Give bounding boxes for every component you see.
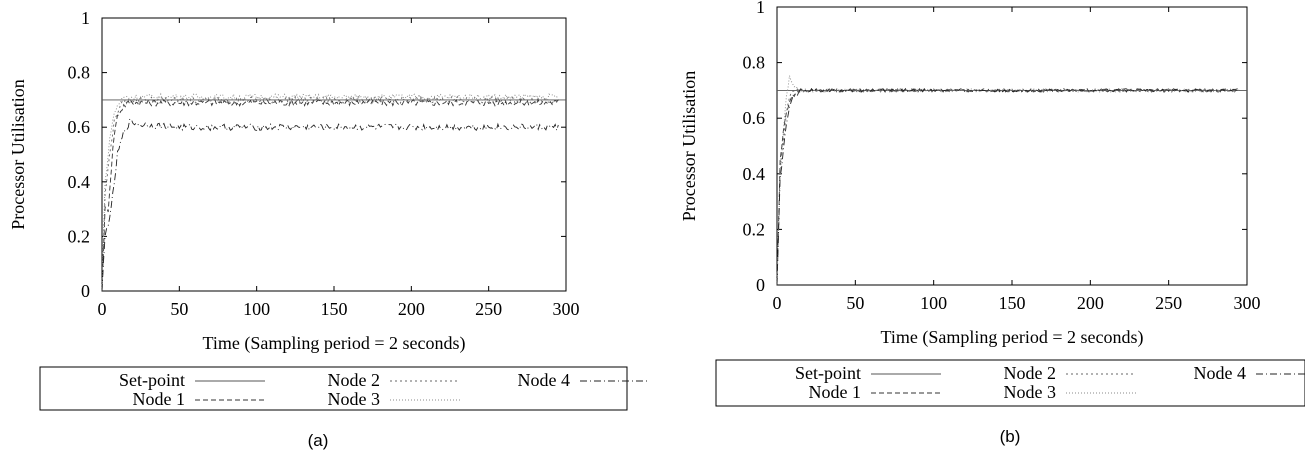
- x-tick-label: 200: [1077, 293, 1104, 313]
- legend-label: Node 1: [133, 389, 186, 409]
- legend-label: Node 4: [1194, 363, 1247, 383]
- chart-panel-a: 0 0.2 0.4 0.6 0.8 1 0 50 100 150 200 250 300 Time (Sa…: [8, 8, 580, 354]
- y-tick-label: 0.8: [743, 53, 766, 73]
- y-tick-label: 0.8: [68, 63, 91, 83]
- y-tick-label: 0.2: [743, 219, 766, 239]
- x-tick-label: 150: [999, 293, 1026, 313]
- y-tick-label: 0.4: [68, 172, 91, 192]
- legend-label: Node 2: [1004, 363, 1057, 383]
- y-axis-label: Processor Utilisation: [679, 71, 699, 222]
- x-tick-label: 250: [1155, 293, 1182, 313]
- x-axis-label: Time (Sampling period = 2 seconds): [203, 333, 466, 354]
- x-tick-label: 300: [1234, 293, 1261, 313]
- y-tick-label: 1: [756, 0, 765, 17]
- legend-label: Node 1: [809, 382, 862, 402]
- plot-frame: [776, 6, 1248, 286]
- series-line-node-4: [776, 87, 1240, 286]
- y-tick-label: 0.6: [743, 108, 766, 128]
- x-axis-label: Time (Sampling period = 2 seconds): [881, 327, 1144, 348]
- x-tick-label: 100: [243, 299, 270, 319]
- legend-label: Set-point: [795, 363, 861, 383]
- x-tick-label: 200: [398, 299, 425, 319]
- series-line-node-2: [776, 88, 1240, 286]
- legend-label: Set-point: [119, 370, 185, 390]
- x-tick-label: 250: [475, 299, 502, 319]
- legend-frame: [39, 366, 628, 411]
- x-tick-label: 50: [170, 299, 188, 319]
- series-line-node-4: [101, 118, 559, 292]
- y-tick-label: 0.6: [68, 117, 91, 137]
- legend-label: Node 3: [1004, 382, 1057, 402]
- legend-label: Node 3: [328, 389, 381, 409]
- series-line-node-2: [101, 95, 559, 292]
- y-axis-label: Processor Utilisation: [8, 79, 28, 230]
- series-line-node-3: [101, 92, 559, 292]
- y-tick-label: 0: [81, 281, 90, 301]
- legend-label: Node 2: [328, 370, 381, 390]
- y-tick-label: 0.2: [68, 226, 91, 246]
- x-tick-label: 100: [920, 293, 947, 313]
- y-tick-label: 0: [756, 275, 765, 295]
- chart-panel-b: 0 0.2 0.4 0.6 0.8 1 0 50 100 150 200 250 300 Time (Sa…: [679, 0, 1261, 348]
- panel-label: (a): [308, 431, 329, 450]
- x-tick-label: 0: [773, 293, 782, 313]
- legend-label: Node 4: [518, 370, 571, 390]
- x-tick-label: 0: [98, 299, 107, 319]
- x-tick-label: 50: [846, 293, 864, 313]
- panel-label: (b): [1000, 427, 1021, 446]
- series-line-node-3: [776, 75, 1240, 286]
- legend-frame: [715, 359, 1305, 407]
- x-tick-label: 300: [553, 299, 580, 319]
- y-tick-label: 0.4: [743, 164, 766, 184]
- x-tick-label: 150: [321, 299, 348, 319]
- y-tick-label: 1: [81, 8, 90, 28]
- series-line-node-1: [776, 87, 1240, 286]
- plot-frame: [101, 17, 567, 292]
